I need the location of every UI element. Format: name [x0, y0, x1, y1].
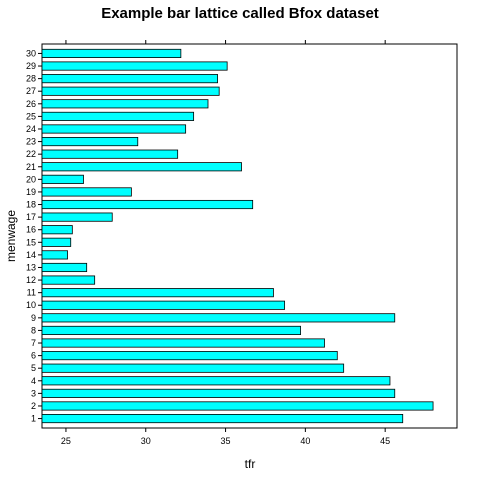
y-tick-label: 15	[26, 237, 36, 247]
y-tick-label: 3	[31, 388, 36, 398]
y-tick-label: 6	[31, 351, 36, 361]
bar-9	[41, 313, 396, 323]
y-tick-label: 17	[26, 212, 36, 222]
x-axis: 25 30 35 40 45	[61, 40, 390, 446]
y-tick-label: 1	[31, 414, 36, 424]
y-tick-label: 18	[26, 200, 36, 210]
bar-11	[41, 288, 274, 298]
bar-19	[41, 187, 132, 197]
bar-28	[41, 74, 218, 84]
bar-4	[41, 376, 391, 386]
y-tick-label: 4	[31, 376, 36, 386]
y-tick-label: 10	[26, 300, 36, 310]
plot-frame	[41, 43, 458, 429]
bar-18	[41, 199, 254, 210]
x-tick-label: 25	[61, 436, 71, 446]
chart-title: Example bar lattice called Bfox dataset	[101, 5, 379, 22]
bar-20	[41, 174, 84, 184]
bar-15	[41, 237, 72, 247]
bar-24	[41, 124, 187, 134]
x-tick-label: 45	[380, 436, 390, 446]
bar-17	[41, 212, 113, 222]
y-tick-label: 11	[27, 288, 36, 298]
y-tick-label: 19	[26, 187, 36, 197]
y-tick-label: 26	[26, 99, 36, 109]
bar-3	[41, 388, 396, 398]
y-tick-label: 9	[31, 313, 36, 323]
bar-2	[41, 401, 434, 411]
y-tick-label: 14	[26, 250, 36, 260]
bar-5	[41, 363, 345, 373]
x-tick-label: 30	[141, 436, 151, 446]
y-tick-label: 13	[26, 262, 36, 272]
bars	[41, 48, 434, 424]
y-tick-label: 7	[31, 338, 36, 348]
y-axis: 1234567891011121314151617181920212223242…	[26, 48, 42, 424]
bar-7	[41, 338, 325, 348]
y-tick-label: 12	[26, 275, 36, 285]
bar-14	[41, 250, 68, 260]
y-tick-label: 8	[31, 325, 36, 335]
bar-25	[41, 111, 195, 121]
y-tick-label: 5	[31, 363, 36, 373]
y-tick-label: 16	[26, 225, 36, 235]
x-axis-label: tfr	[245, 457, 256, 471]
y-tick-label: 23	[26, 137, 36, 147]
bar-29	[41, 61, 228, 71]
y-tick-label: 25	[26, 111, 36, 121]
bar-1	[41, 414, 404, 424]
y-tick-label: 30	[26, 48, 36, 58]
bar-26	[41, 99, 209, 109]
x-tick-label: 40	[300, 436, 310, 446]
x-tick-label: 35	[221, 436, 231, 446]
bar-22	[41, 149, 179, 159]
bar-27	[41, 86, 220, 96]
y-tick-label: 28	[26, 74, 36, 84]
y-tick-label: 2	[31, 401, 36, 411]
y-tick-label: 22	[26, 149, 36, 159]
bar-30	[41, 48, 182, 58]
bar-12	[41, 275, 96, 285]
y-tick-label: 20	[26, 174, 36, 184]
bar-13	[41, 262, 88, 273]
bar-16	[41, 225, 73, 235]
bar-10	[41, 300, 286, 310]
bar-8	[41, 325, 301, 335]
y-tick-label: 24	[26, 124, 36, 134]
bar-6	[41, 351, 338, 361]
y-tick-label: 29	[26, 61, 36, 71]
bar-23	[41, 137, 139, 147]
y-tick-label: 27	[26, 86, 36, 96]
y-tick-label: 21	[26, 162, 36, 172]
bar-21	[41, 162, 242, 172]
y-axis-label: menwage	[4, 210, 18, 262]
